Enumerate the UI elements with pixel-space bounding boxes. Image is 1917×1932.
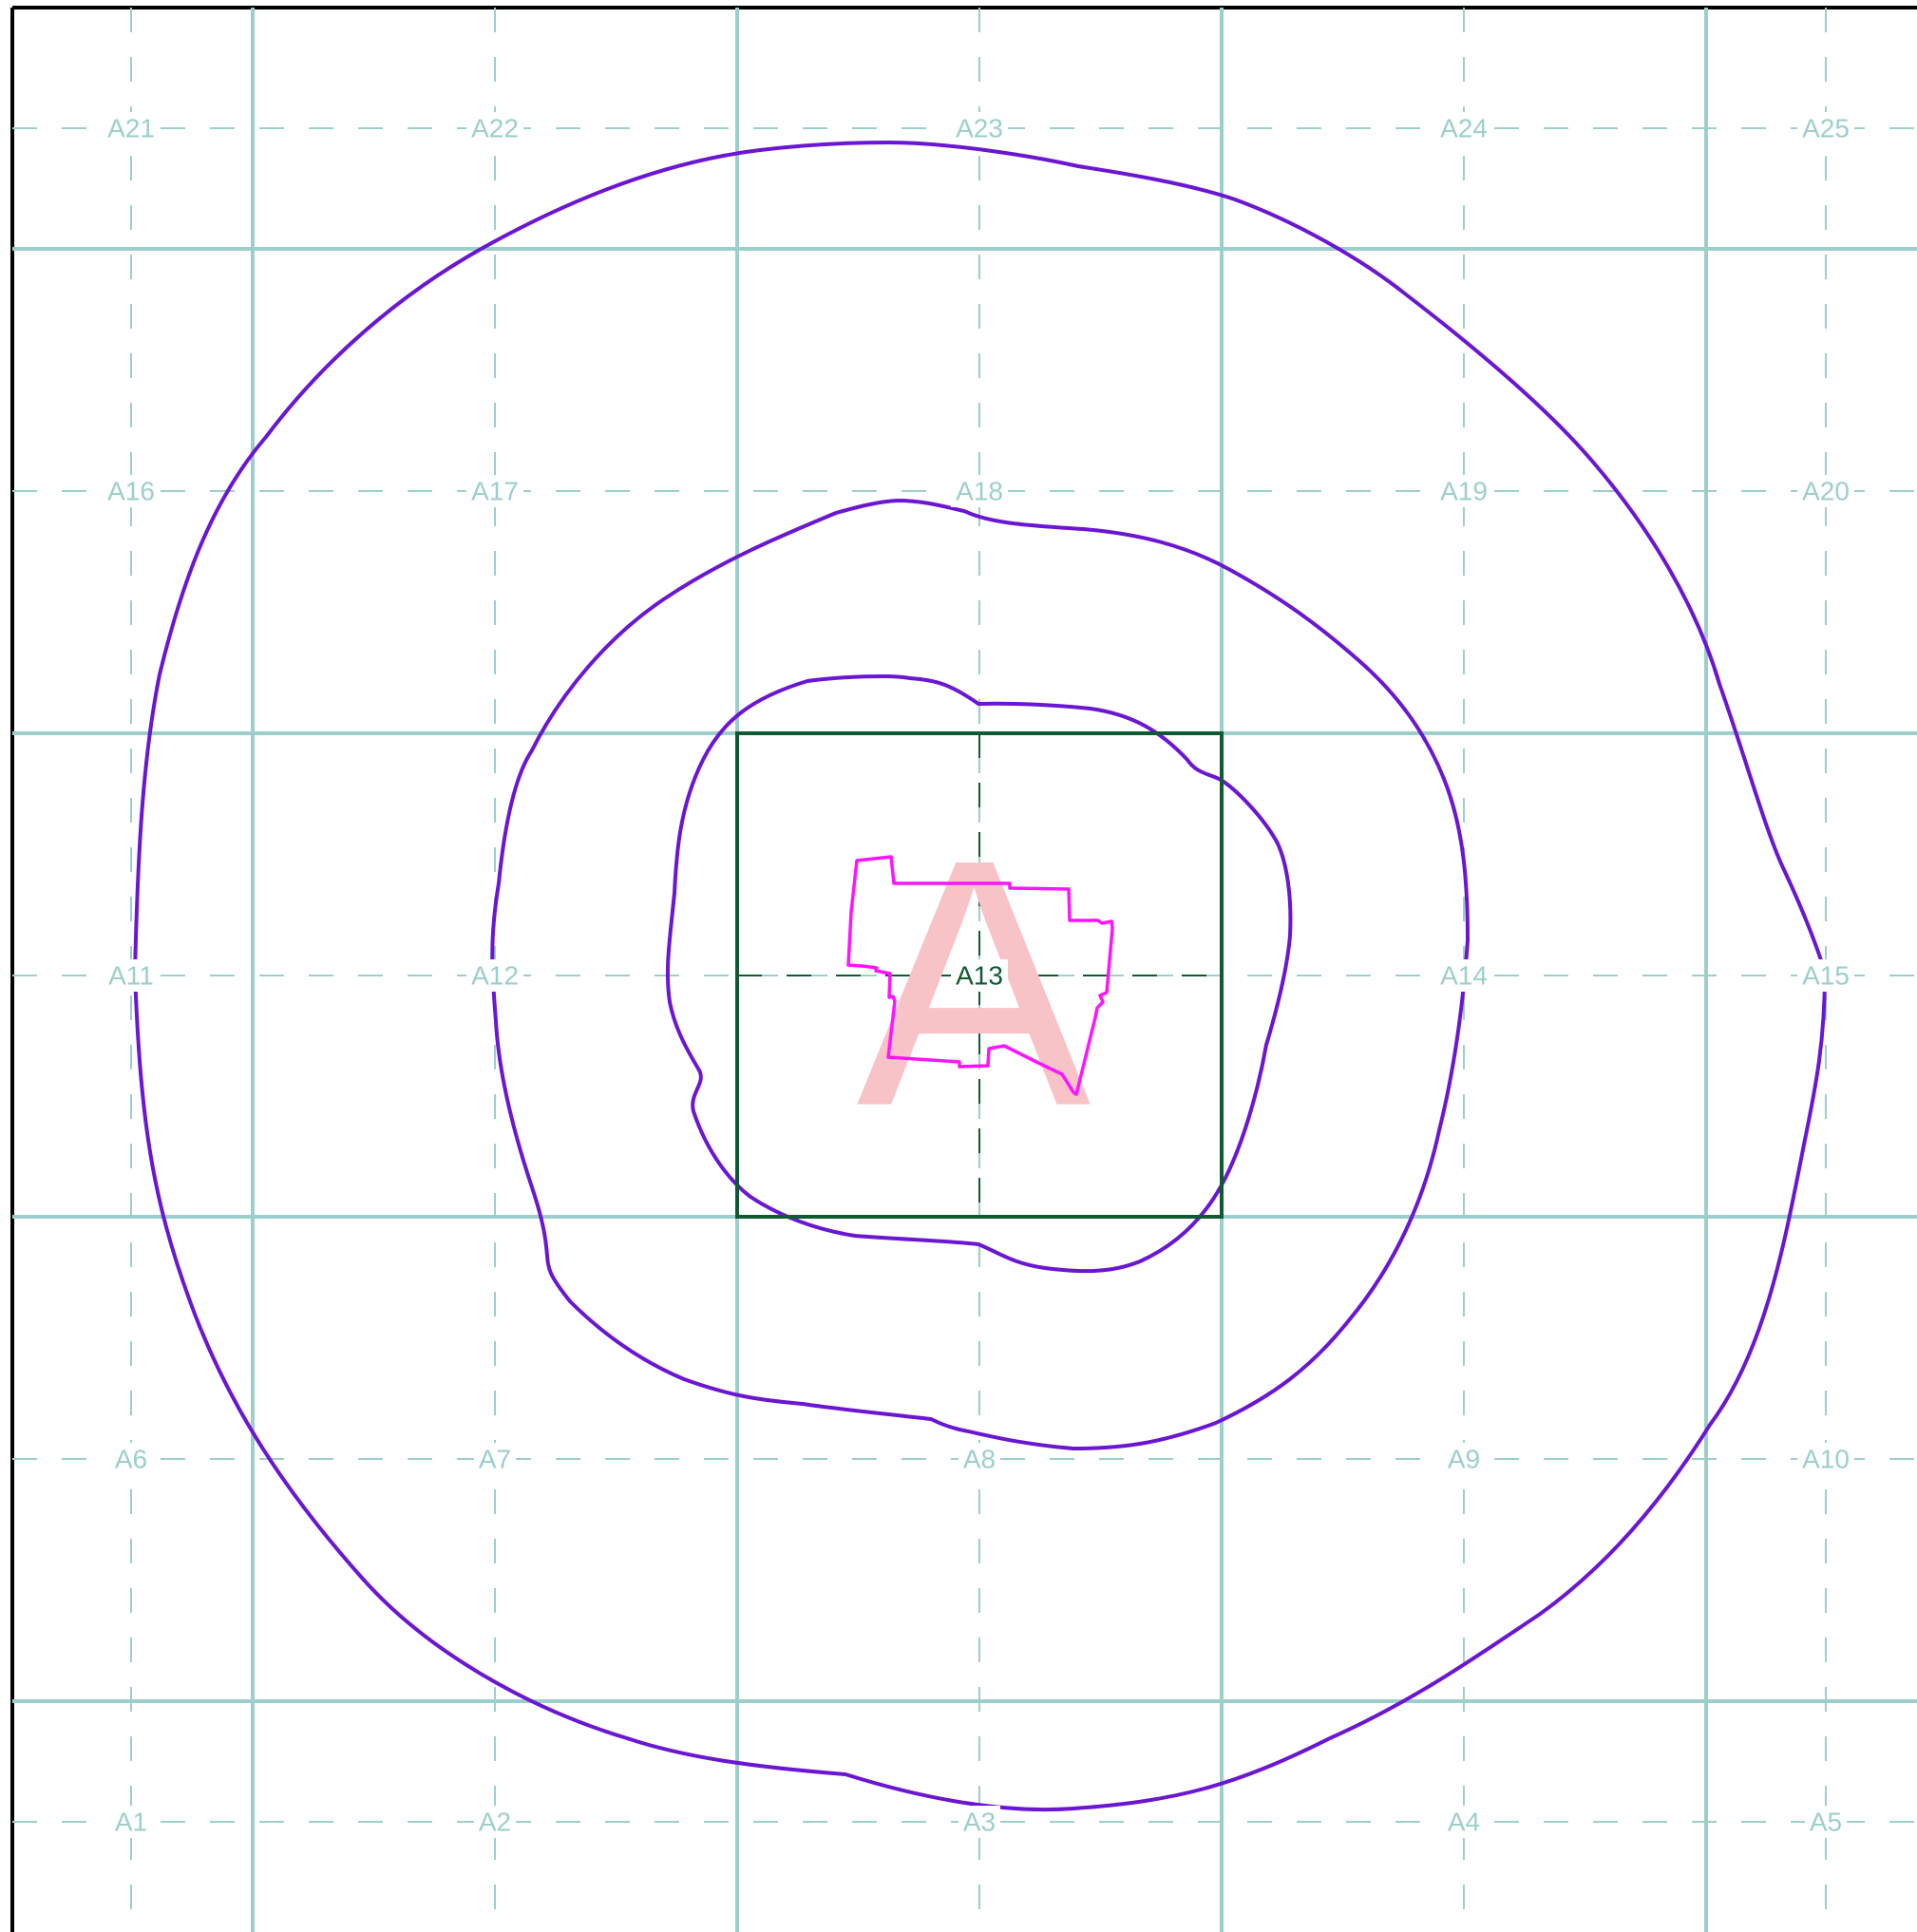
cell-label-background — [1805, 1806, 1847, 1838]
cell-label-background — [466, 112, 523, 144]
cell-label-background — [1435, 959, 1492, 992]
active-cell-outline — [735, 731, 1224, 1219]
cell-label-background — [103, 959, 160, 992]
cell-label-background — [466, 959, 523, 992]
cell-label-a10: A10 — [1802, 1445, 1850, 1474]
grid-cell-labels: A21 A22 A23 A24 A25 A16 A17 A18 A19 A20 A11 A12 A13 A… — [103, 112, 1854, 1838]
cell-label-background — [1435, 475, 1492, 507]
site-boundary — [846, 855, 1114, 1096]
contour-ring-inner — [665, 674, 1293, 1274]
cell-label-a15: A15 — [1802, 961, 1850, 991]
contour-ring-middle — [490, 499, 1470, 1450]
cell-label-background — [1797, 475, 1854, 507]
cell-label-a4: A4 — [1448, 1808, 1480, 1837]
cell-label-background — [1797, 1443, 1854, 1475]
cell-label-background — [958, 1806, 1000, 1838]
cell-label-a7: A7 — [479, 1445, 511, 1474]
cell-label-a12: A12 — [471, 961, 519, 991]
cell-label-a5: A5 — [1810, 1808, 1842, 1837]
cell-label-a2: A2 — [479, 1808, 511, 1837]
cell-label-background — [103, 475, 160, 507]
cell-label-background — [1443, 1806, 1485, 1838]
contour-rings — [133, 141, 1827, 1812]
cell-label-a9: A9 — [1448, 1445, 1480, 1474]
cell-label-a8: A8 — [963, 1445, 996, 1474]
cell-label-background — [958, 1443, 1000, 1475]
cell-label-a11: A11 — [108, 961, 154, 991]
cell-label-a25: A25 — [1802, 114, 1850, 143]
cell-label-background — [110, 1806, 152, 1838]
cell-label-background — [110, 1443, 152, 1475]
cell-label-a3: A3 — [963, 1808, 996, 1837]
cell-label-a22: A22 — [471, 114, 519, 143]
cell-label-a16: A16 — [107, 477, 155, 506]
cell-label-background — [951, 959, 1008, 992]
cell-label-a23: A23 — [956, 114, 1003, 143]
cell-label-background — [951, 112, 1008, 144]
cell-label-a20: A20 — [1802, 477, 1850, 506]
cell-label-a18: A18 — [956, 477, 1003, 506]
cell-label-a6: A6 — [115, 1445, 147, 1474]
cell-label-a13: A13 — [956, 961, 1003, 991]
cell-label-a21: A21 — [107, 114, 155, 143]
cell-label-background — [1443, 1443, 1485, 1475]
cell-label-a24: A24 — [1440, 114, 1488, 143]
cell-label-background — [103, 112, 160, 144]
cell-label-background — [1797, 112, 1854, 144]
cell-label-background — [1435, 112, 1492, 144]
cell-label-background — [474, 1806, 516, 1838]
contour-ring-outer — [133, 141, 1827, 1812]
cell-label-background — [951, 475, 1008, 507]
cell-label-a17: A17 — [471, 477, 519, 506]
cell-label-background — [466, 475, 523, 507]
cell-label-background — [1797, 959, 1854, 992]
cell-label-background — [474, 1443, 516, 1475]
cell-label-a14: A14 — [1440, 961, 1488, 991]
cell-label-a1: A1 — [115, 1808, 147, 1837]
cell-label-a19: A19 — [1440, 477, 1488, 506]
